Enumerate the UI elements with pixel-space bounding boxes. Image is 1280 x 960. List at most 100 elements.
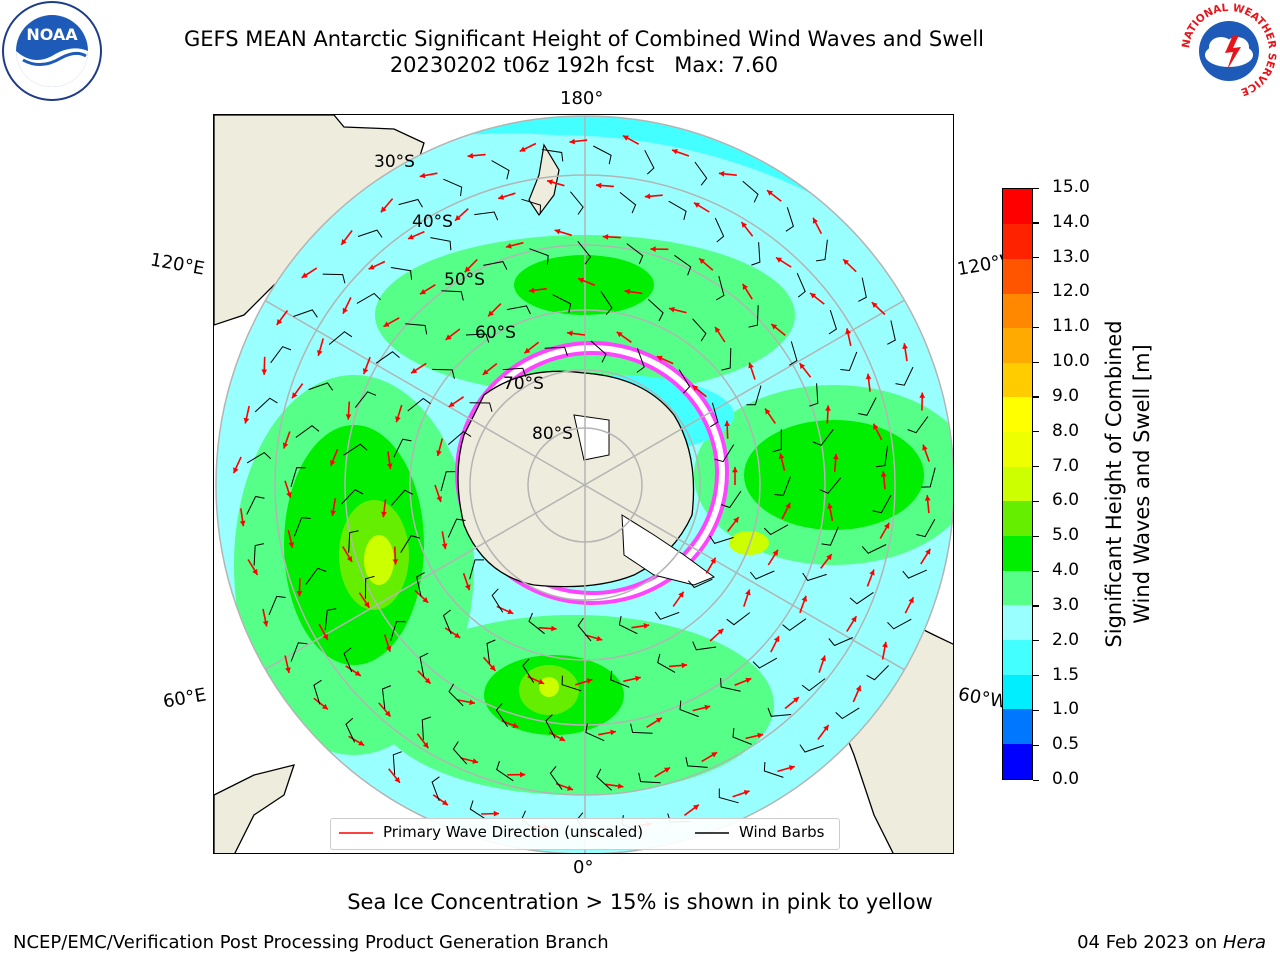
wind-barb (270, 346, 292, 364)
wind-barb (447, 518, 466, 538)
wind-barb (840, 351, 858, 372)
wave-arrow-head (342, 307, 348, 314)
wind-barb (432, 368, 455, 379)
wave-arrow-head (635, 675, 641, 682)
colorbar-tick-label: 1.0 (1052, 699, 1080, 720)
wind-barb (441, 290, 464, 301)
wave-arrow-head (239, 520, 246, 527)
wind-barb (246, 451, 272, 464)
colorbar-band (1003, 292, 1032, 329)
wave-arrow-head (596, 182, 602, 189)
wave-arrow-head (793, 697, 799, 703)
wind-barb (474, 211, 499, 221)
wave-arrow-head (748, 362, 754, 369)
colorbar-tick-mark (1033, 257, 1039, 259)
wave-arrow-head (286, 492, 292, 498)
colorbar-tick-label: 15.0 (1052, 177, 1090, 197)
colorbar-tick-mark (1033, 605, 1039, 607)
colorbar-band (1003, 362, 1032, 398)
wind-barb (506, 305, 531, 315)
wave-arrow-head (765, 408, 771, 415)
wave-arrow-head (384, 710, 391, 717)
wind-barb (726, 612, 751, 626)
wind-barb (907, 416, 929, 434)
wind-barb (657, 653, 676, 673)
wave-arrow-head (602, 234, 609, 240)
colorbar-tick-label: 0.5 (1052, 734, 1080, 755)
wind-barb (654, 611, 680, 620)
wind-barb (322, 273, 346, 284)
wave-arrow-head (285, 667, 291, 673)
wave-arrow-head (745, 677, 752, 684)
colorbar-tick-mark (1033, 709, 1039, 712)
colorbar-band (1003, 674, 1032, 710)
footer-host: Hera (1222, 932, 1266, 953)
wave-arrow-head (394, 776, 400, 783)
wind-barb (828, 309, 837, 335)
wave-arrow-head (420, 289, 426, 295)
wave-arrow-head (381, 511, 387, 518)
wind-barb (465, 333, 490, 343)
wind-barb (835, 707, 860, 720)
wind-barb (714, 444, 735, 463)
wind-barb (528, 612, 545, 635)
wave-arrow-head (616, 331, 623, 338)
wind-barb (714, 217, 725, 243)
wave-arrow-head (528, 287, 535, 294)
chart-subtitle: 20230202 t06z 192h fcst Max: 7.60 (389, 53, 779, 77)
wave-arrow-head (825, 405, 831, 411)
wind-barb (710, 402, 719, 428)
wind-barb (293, 309, 318, 318)
wave-arrow-head (788, 765, 795, 771)
wind-barb (345, 717, 356, 743)
wave-arrow-head (322, 703, 328, 710)
wave-arrow-head (745, 589, 751, 596)
wind-barb (796, 272, 806, 298)
wave-arrow-head (408, 234, 414, 240)
wind-barb (561, 675, 582, 692)
wind-barb (600, 290, 613, 316)
colorbar-tick-mark (1033, 361, 1039, 363)
wave-arrow-head (368, 264, 375, 270)
colorbar-tick-mark (1033, 466, 1039, 468)
wind-barb (390, 267, 413, 280)
wave-arrow-head (441, 543, 448, 550)
lon-label-180: 180° (560, 88, 604, 109)
wave-arrow-head (757, 732, 764, 739)
wind-barb (290, 467, 306, 487)
wave-arrow-head (669, 306, 675, 313)
wave-arrow-head (908, 597, 914, 604)
colorbar-tick-label: 4.0 (1052, 560, 1080, 581)
wave-arrow-head (262, 620, 269, 627)
wave-arrow-head (827, 503, 833, 509)
wind-barb (774, 476, 791, 496)
wind-barb (522, 658, 535, 683)
wave-arrow-head (925, 548, 931, 555)
wave-arrow-head (843, 259, 849, 265)
colorbar-band (1003, 396, 1032, 433)
lat-label-60s: 60°S (475, 323, 516, 343)
colorbar-tick-mark (1033, 779, 1039, 781)
wave-arrow-head (622, 135, 629, 141)
wave-arrow-head (489, 664, 496, 671)
colorbar-tick-label: 5.0 (1052, 525, 1080, 546)
wave-arrow-head (617, 783, 624, 789)
colorbar-tick-label: 8.0 (1052, 420, 1080, 441)
wind-barb (419, 652, 429, 677)
wave-arrow-head (358, 740, 365, 746)
wave-arrow-head (469, 699, 475, 706)
wind-barb (585, 723, 605, 742)
wave-arrow-head (569, 138, 575, 145)
wind-barb (268, 595, 286, 616)
colorbar-tick-label: 0.0 (1052, 769, 1080, 789)
wind-barb (400, 535, 420, 553)
colorbar-tick-label: 13.0 (1052, 246, 1090, 267)
wind-barb (596, 768, 612, 791)
wind-barb (674, 254, 692, 276)
wind-barb (715, 275, 725, 301)
wind-barb (440, 471, 456, 492)
wind-barb (875, 445, 889, 468)
wave-arrow-head (771, 324, 778, 330)
colorbar-band (1003, 258, 1032, 294)
wind-barb (452, 741, 468, 765)
